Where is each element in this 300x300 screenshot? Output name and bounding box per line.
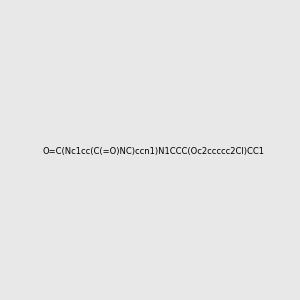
- Text: O=C(Nc1cc(C(=O)NC)ccn1)N1CCC(Oc2ccccc2Cl)CC1: O=C(Nc1cc(C(=O)NC)ccn1)N1CCC(Oc2ccccc2Cl…: [43, 147, 265, 156]
